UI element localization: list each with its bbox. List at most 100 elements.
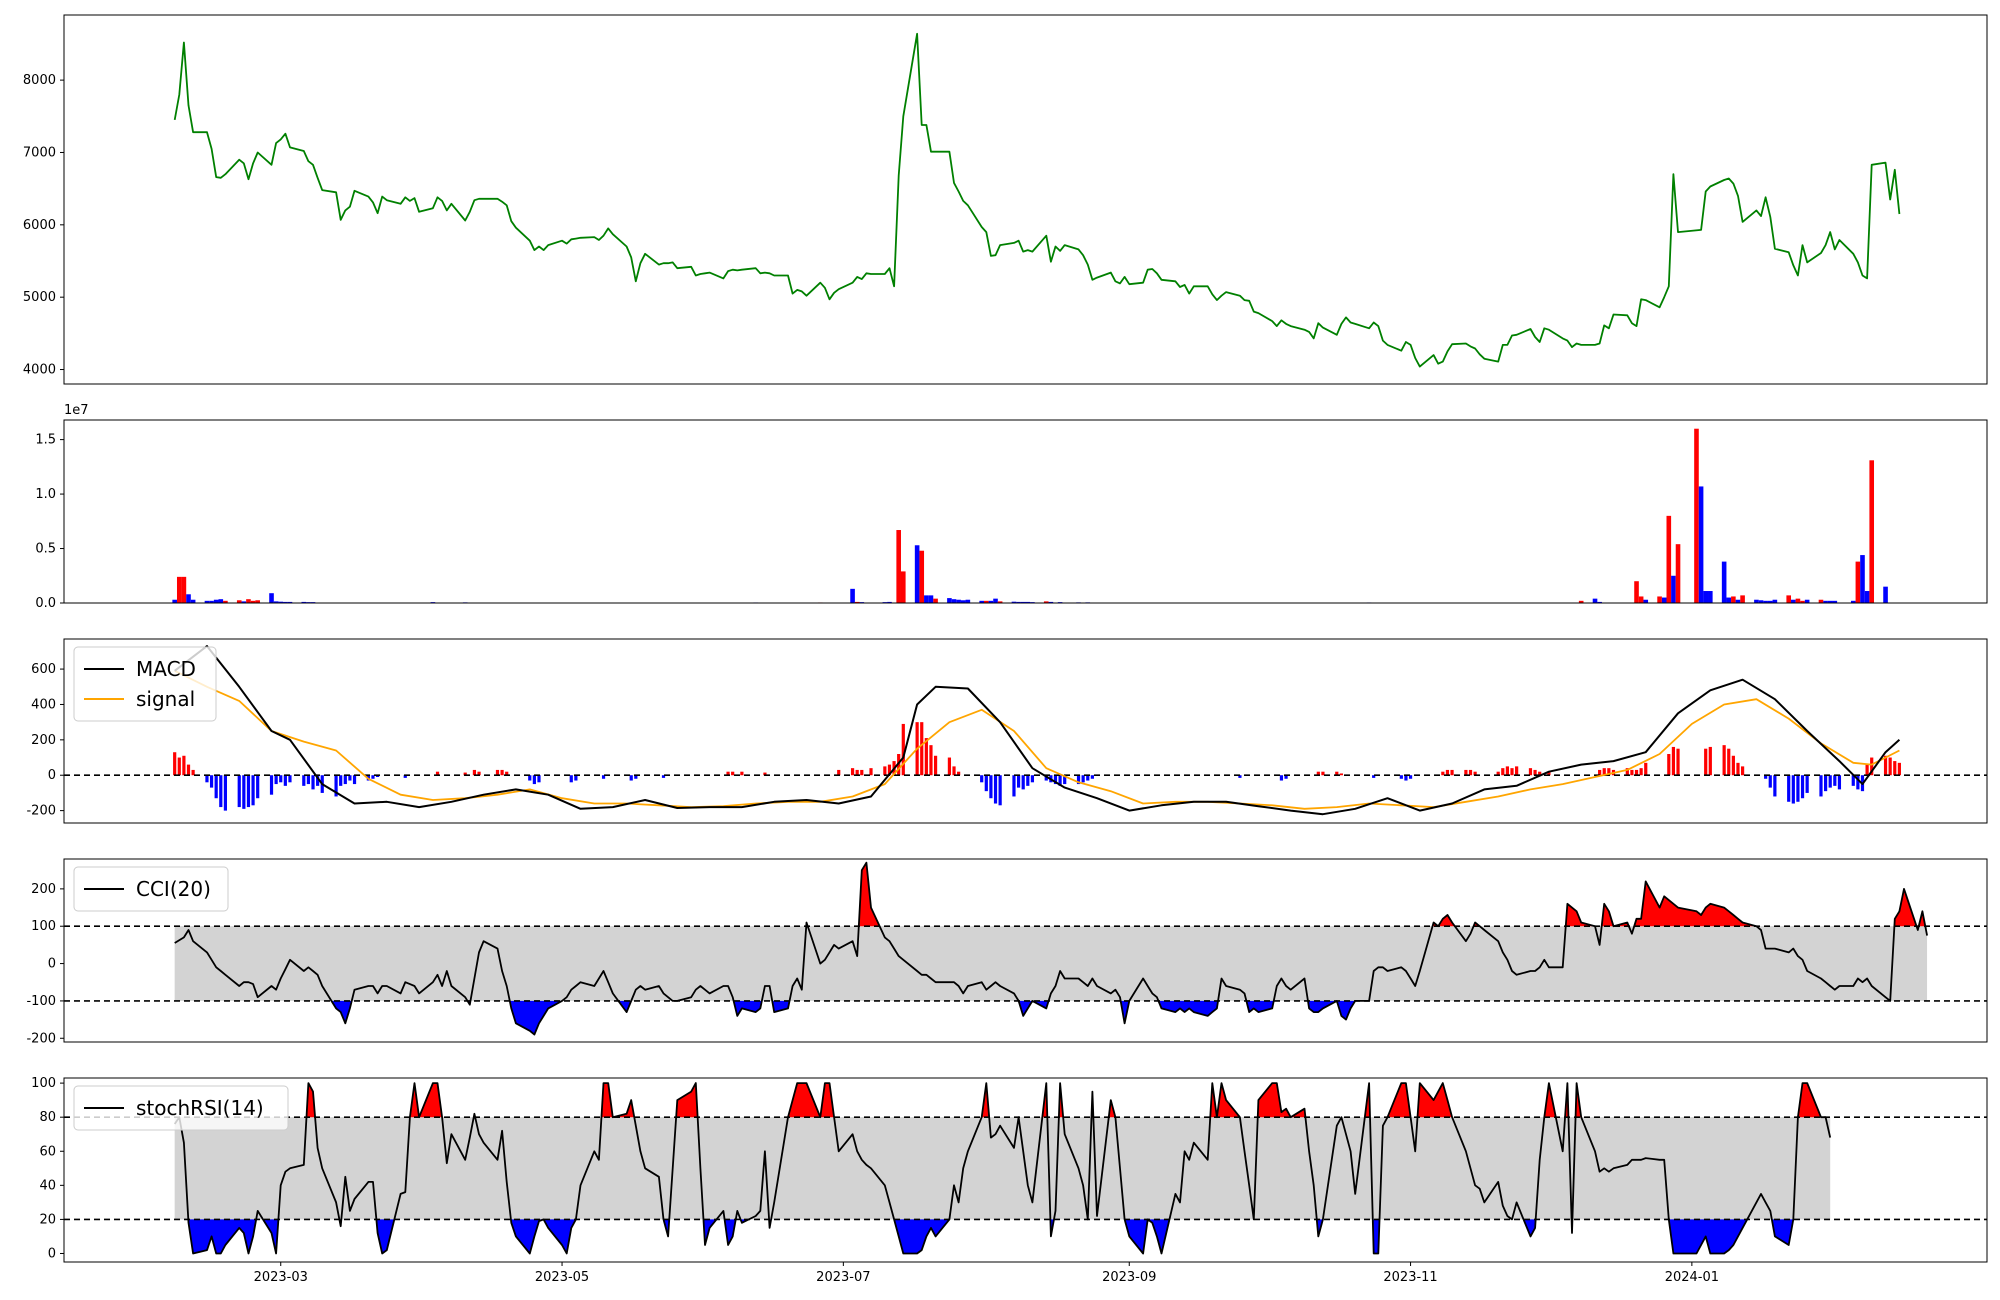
x-tick-label: 2023-03 [254, 1270, 308, 1285]
macd-histogram-bar [1796, 775, 1800, 802]
oversold-fill [703, 1219, 717, 1245]
volume-bar [204, 600, 210, 603]
legend-box [73, 866, 229, 912]
volume-bar [1832, 600, 1838, 603]
stochrsi-panel-line [173, 1082, 1832, 1255]
y-tick-label: 0 [48, 957, 56, 972]
volume-bar [928, 595, 934, 603]
volume-bar [176, 576, 182, 603]
volume-bar [887, 601, 892, 603]
y-tick-label: -200 [26, 804, 56, 819]
volume-bar [1698, 486, 1704, 603]
macd-histogram-bar [1625, 768, 1629, 776]
volume-bar [850, 588, 855, 603]
volume-bar [250, 600, 256, 603]
macd-histogram-bar [1856, 775, 1860, 790]
axes-frame [63, 419, 1988, 604]
macd-histogram-bar [1468, 769, 1473, 776]
macd-histogram-bar [993, 775, 998, 804]
x-tick-label: 2023-11 [1383, 1270, 1437, 1285]
volume-bar [190, 599, 196, 603]
x-tick-label: 2024-01 [1665, 1270, 1719, 1285]
macd-histogram-bar [334, 775, 338, 797]
macd-histogram-bar [1441, 771, 1445, 776]
macd-histogram-bar [860, 769, 864, 776]
macd-histogram-bar [505, 771, 509, 776]
macd-histogram-bar [352, 775, 357, 785]
macd-histogram-bar [1787, 775, 1791, 802]
volume-bar [1754, 599, 1759, 603]
macd-histogram-bar [472, 769, 477, 776]
macd-histogram-bar [1238, 775, 1242, 778]
macd-histogram-bar [920, 722, 924, 776]
y-tick-label: 0.0 [35, 596, 56, 611]
volume-bar [1869, 460, 1875, 603]
overbought-fill [1387, 1083, 1411, 1118]
y-tick-label: 200 [31, 733, 56, 748]
macd-histogram-bar [1321, 771, 1325, 776]
volume-bar [1634, 581, 1639, 603]
oversold-fill [1308, 1000, 1337, 1013]
volume-bar [255, 600, 260, 603]
y-tick-label: -100 [26, 994, 56, 1009]
oversold-fill [618, 1000, 632, 1013]
macd-histogram-bar [1030, 775, 1035, 783]
volume-bar [287, 601, 293, 603]
macd-histogram-bar [1833, 775, 1837, 786]
macd-histogram-bar [528, 775, 532, 781]
macd-histogram-bar [219, 775, 223, 808]
volume-bar [984, 600, 989, 603]
volume-bar [1855, 561, 1861, 603]
macd-histogram-bar [1547, 771, 1551, 776]
macd-histogram-bar [1731, 755, 1735, 776]
neutral-band [174, 1117, 1831, 1220]
macd-histogram-bar [1496, 771, 1500, 776]
macd-histogram-bar [569, 775, 573, 783]
volume-bar [181, 576, 187, 603]
volume-bar [965, 599, 971, 603]
volume-bar [1864, 591, 1870, 603]
volume-bar [1731, 596, 1736, 603]
volume-bar [1800, 600, 1805, 603]
volume-bar [1661, 597, 1667, 603]
y-tick-label: 200 [31, 882, 56, 897]
macd-histogram-bar [887, 764, 892, 776]
macd-histogram-bar [740, 771, 744, 776]
volume-bar [1020, 601, 1026, 603]
legend-label: signal [136, 687, 195, 711]
macd-histogram-bar [477, 771, 481, 776]
macd-histogram-bar [837, 769, 841, 776]
macd-histogram-bar [1667, 754, 1671, 776]
macd-histogram-bar [726, 771, 730, 776]
macd-histogram-bar [371, 775, 375, 779]
volume-bar [1763, 600, 1768, 603]
volume-bar [1666, 515, 1672, 603]
macd-histogram-bar [1870, 757, 1874, 776]
macd-histogram-bar [532, 775, 536, 785]
macd-histogram-bar [1090, 775, 1094, 779]
macd-histogram-bar [1768, 775, 1772, 788]
macd-line [174, 645, 1901, 816]
axes-frame [63, 1077, 1988, 1263]
neutral-band [174, 926, 1928, 1001]
volume-bar [1597, 601, 1602, 603]
volume-bar [993, 598, 998, 603]
macd-histogram-bar [1316, 771, 1320, 776]
macd-histogram-bar [1515, 766, 1519, 776]
oversold-fill [510, 1219, 544, 1254]
macd-histogram-bar [1016, 775, 1021, 788]
macd-histogram-bar [1279, 775, 1284, 781]
volume-bar [960, 600, 966, 603]
overbought-fill [1634, 881, 1757, 927]
volume-bar [997, 601, 1003, 603]
volume-bar [1675, 544, 1681, 603]
volume-bar [1772, 599, 1778, 603]
macd-histogram-bar [855, 769, 859, 776]
macd-histogram-bar [1598, 769, 1602, 776]
macd-histogram-bar [1602, 768, 1606, 776]
volume-bar [209, 600, 214, 603]
y-tick-label: 4000 [23, 363, 56, 378]
macd-histogram-bar [980, 775, 984, 783]
y-tick-label: 8000 [23, 73, 56, 88]
y-tick-label: 80 [39, 1110, 56, 1125]
